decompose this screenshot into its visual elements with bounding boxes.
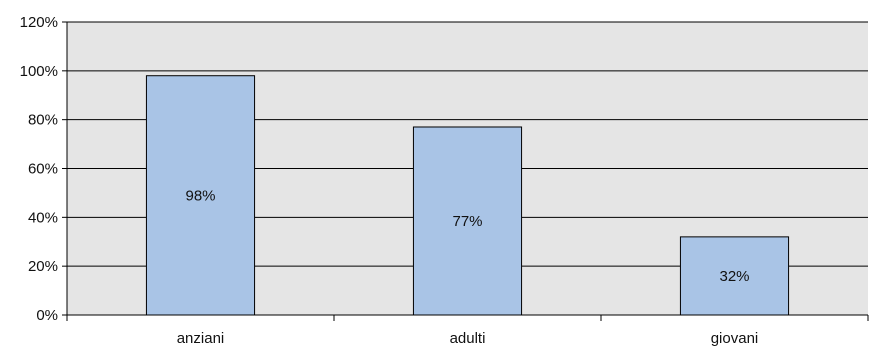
- y-tick-label: 100%: [20, 63, 58, 80]
- data-label-anziani: 98%: [185, 187, 215, 204]
- bar-anziani: [145, 75, 256, 316]
- bars: [145, 75, 790, 316]
- x-tick-label-giovani: giovani: [711, 330, 759, 347]
- data-label-adulti: 77%: [452, 213, 482, 230]
- data-label-giovani: 32%: [719, 268, 749, 285]
- axes: [62, 21, 869, 321]
- y-tick-label: 60%: [28, 161, 58, 178]
- y-tick-label: 20%: [28, 258, 58, 275]
- y-tick-label: 120%: [20, 14, 58, 31]
- x-tick-label-anziani: anziani: [177, 330, 225, 347]
- y-tick-label: 80%: [28, 112, 58, 129]
- labels: 0% 20% 40% 60% 80% 100% 120% 98% anziani 77% adult…: [20, 14, 759, 347]
- y-tick-label: 40%: [28, 209, 58, 226]
- x-tick-label-adulti: adulti: [450, 330, 486, 347]
- y-tick-label: 0%: [36, 307, 58, 324]
